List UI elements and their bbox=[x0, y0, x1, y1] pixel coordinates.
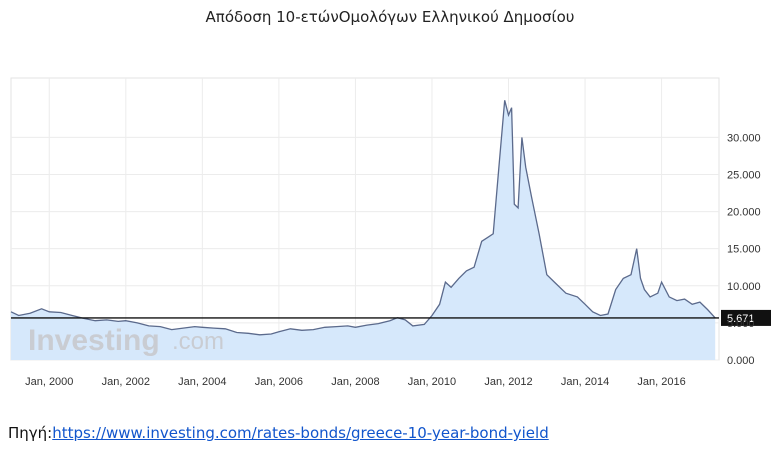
x-tick-label-6: Jan, 2012 bbox=[484, 376, 532, 388]
source-link[interactable]: https://www.investing.com/rates-bonds/gr… bbox=[52, 424, 549, 442]
yield-line bbox=[10, 100, 716, 336]
source-line: Πηγή:https://www.investing.com/rates-bon… bbox=[8, 424, 549, 442]
y-axis: 0.000 5.000 10.000 15.000 20.000 25.000 30.000 bbox=[727, 132, 761, 367]
last-value-badge bbox=[721, 309, 771, 326]
x-axis: Jan, 2000 Jan, 2002 Jan, 2004 Jan, 2006 Jan,… bbox=[25, 376, 686, 388]
y-tick-label-6: 30.000 bbox=[727, 132, 761, 144]
x-tick-label-3: Jan, 2006 bbox=[255, 376, 303, 388]
x-tick-label-5: Jan, 2010 bbox=[408, 376, 456, 388]
bond-yield-chart: Investing .com 5.671 0.000 5.000 10.000 15.… bbox=[10, 77, 771, 388]
last-value-label: 5.671 bbox=[727, 313, 755, 325]
x-tick-label-0: Jan, 2000 bbox=[25, 376, 73, 388]
x-tick-label-8: Jan, 2016 bbox=[637, 376, 685, 388]
plot-area bbox=[10, 77, 720, 361]
chart-title: Απόδοση 10-ετώνΟμολόγων Ελληνικού Δημοσί… bbox=[205, 8, 575, 26]
x-tick-label-7: Jan, 2014 bbox=[561, 376, 609, 388]
y-tick-label-1: 5.000 bbox=[727, 318, 755, 330]
x-tick-label-1: Jan, 2002 bbox=[102, 376, 150, 388]
y-tick-label-4: 20.000 bbox=[727, 207, 761, 219]
watermark-brand: Investing bbox=[28, 324, 160, 357]
watermark: Investing .com bbox=[28, 324, 224, 357]
x-tick-label-4: Jan, 2008 bbox=[331, 376, 379, 388]
y-tick-label-3: 15.000 bbox=[727, 244, 761, 256]
yield-area bbox=[11, 100, 716, 361]
y-tick-label-0: 0.000 bbox=[727, 355, 755, 367]
y-tick-label-2: 10.000 bbox=[727, 281, 761, 293]
watermark-suffix: .com bbox=[172, 328, 224, 355]
source-label: Πηγή: bbox=[8, 424, 53, 442]
y-tick-label-5: 25.000 bbox=[727, 169, 761, 181]
x-tick-label-2: Jan, 2004 bbox=[178, 376, 226, 388]
